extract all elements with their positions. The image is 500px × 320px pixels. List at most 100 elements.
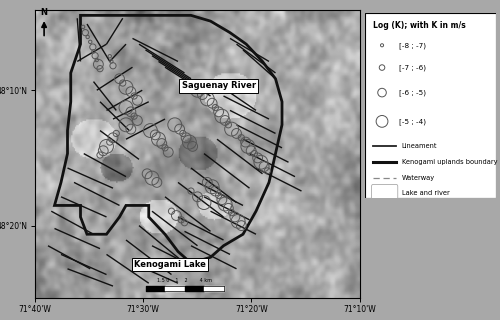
Point xyxy=(122,105,130,110)
Point xyxy=(134,98,141,103)
Text: Waterway: Waterway xyxy=(402,175,435,181)
Point xyxy=(168,209,175,214)
Point xyxy=(378,43,386,48)
Point xyxy=(171,122,179,127)
Point xyxy=(257,160,265,165)
Point xyxy=(200,200,208,205)
Text: N: N xyxy=(40,8,48,17)
Point xyxy=(90,49,98,54)
Point xyxy=(89,44,97,50)
Point xyxy=(232,131,240,136)
Point xyxy=(127,126,135,132)
Point xyxy=(146,128,154,133)
Point xyxy=(93,58,101,63)
Point xyxy=(94,62,102,67)
Point xyxy=(158,141,166,146)
Point xyxy=(254,155,262,160)
Point xyxy=(228,210,235,215)
Point xyxy=(212,188,220,194)
Point xyxy=(234,219,242,224)
Point xyxy=(186,140,194,145)
Point xyxy=(238,135,246,140)
Point xyxy=(102,144,110,149)
Text: Saguenay River: Saguenay River xyxy=(182,81,256,91)
Point xyxy=(164,149,172,155)
Point xyxy=(122,122,130,127)
Point xyxy=(224,206,232,211)
Point xyxy=(231,214,239,220)
FancyBboxPatch shape xyxy=(372,184,398,201)
Text: [-5 ; -4): [-5 ; -4) xyxy=(399,118,426,125)
Text: Kenogami Lake: Kenogami Lake xyxy=(134,260,206,269)
Point xyxy=(176,126,184,132)
Point xyxy=(177,217,185,222)
Point xyxy=(106,140,114,145)
Point xyxy=(109,135,117,140)
Point xyxy=(143,171,151,176)
Text: 1.5 0    1    2        4 km: 1.5 0 1 2 4 km xyxy=(157,278,212,283)
Text: Kenogami uplands boundary: Kenogami uplands boundary xyxy=(402,159,497,165)
Point xyxy=(378,90,386,95)
Point xyxy=(119,80,127,85)
Point xyxy=(218,197,226,202)
Point xyxy=(134,118,141,123)
Point xyxy=(130,114,138,119)
Text: [-6 ; -5): [-6 ; -5) xyxy=(399,89,426,96)
Point xyxy=(188,144,196,149)
Point xyxy=(221,118,229,123)
Point xyxy=(378,65,386,70)
Point xyxy=(99,148,108,153)
Point xyxy=(238,223,246,228)
Point xyxy=(378,119,386,124)
Point xyxy=(112,131,120,136)
Point xyxy=(127,109,135,114)
Point xyxy=(212,105,220,110)
Point xyxy=(187,188,195,194)
Point xyxy=(106,54,114,59)
Point xyxy=(153,180,161,185)
Point xyxy=(203,96,211,101)
Point xyxy=(108,59,116,64)
Point xyxy=(161,145,169,150)
Point xyxy=(179,131,187,136)
Text: Lineament: Lineament xyxy=(402,142,437,148)
Point xyxy=(194,88,202,93)
Text: [-8 ; -7): [-8 ; -7) xyxy=(399,42,426,49)
Point xyxy=(79,24,87,29)
Point xyxy=(214,193,222,198)
Point xyxy=(122,85,130,90)
Point xyxy=(218,114,226,119)
Point xyxy=(224,122,232,127)
Point xyxy=(154,137,162,142)
Point xyxy=(198,92,206,97)
Point xyxy=(96,66,104,71)
Point xyxy=(260,164,268,169)
Point xyxy=(208,100,216,106)
Point xyxy=(84,35,92,40)
Point xyxy=(116,76,124,81)
Point xyxy=(203,180,211,185)
Point xyxy=(228,126,235,132)
Point xyxy=(264,168,272,173)
Point xyxy=(244,144,252,149)
Text: [-7 ; -6): [-7 ; -6) xyxy=(399,64,426,71)
Point xyxy=(86,39,94,44)
Point xyxy=(242,140,250,145)
Point xyxy=(221,202,229,207)
Point xyxy=(208,184,216,189)
Point xyxy=(247,148,255,153)
Point xyxy=(214,109,222,114)
Point xyxy=(130,93,138,99)
Point xyxy=(182,135,190,140)
Point xyxy=(91,53,99,58)
Point xyxy=(172,213,180,218)
Point xyxy=(194,194,202,199)
Point xyxy=(250,151,258,156)
Point xyxy=(151,132,159,138)
FancyBboxPatch shape xyxy=(365,13,496,198)
Point xyxy=(180,220,188,225)
Point xyxy=(127,89,135,94)
Point xyxy=(109,63,117,68)
Point xyxy=(148,175,156,180)
Point xyxy=(82,30,90,35)
